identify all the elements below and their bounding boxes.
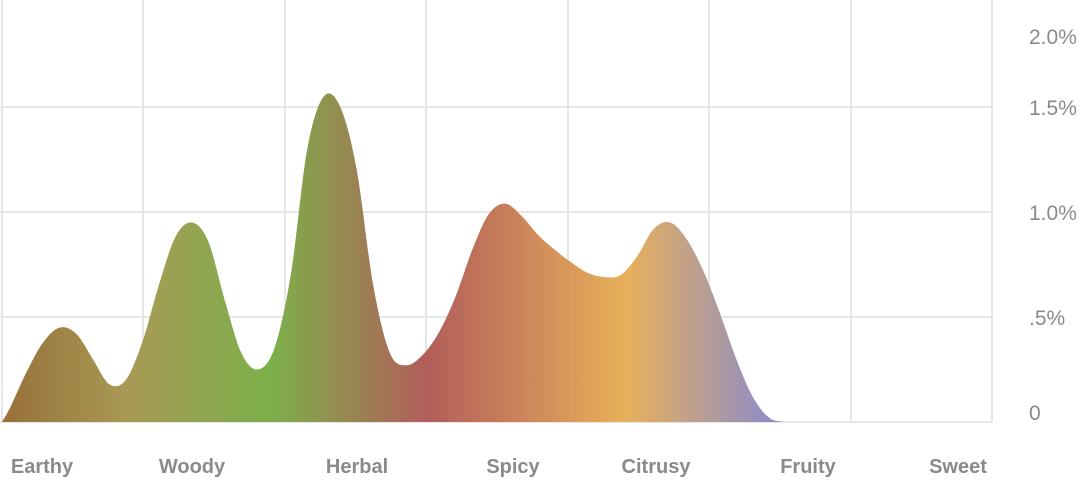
x-tick-label: Sweet [929, 456, 987, 478]
area-layer [2, 93, 992, 423]
y-axis: 0 .5% 1.0% 1.5% 2.0% [1029, 26, 1077, 425]
x-tick-label: Herbal [326, 456, 388, 478]
x-axis: Earthy Woody Herbal Spicy Citrusy Fruity Sweet [11, 456, 987, 478]
y-tick-label: 0 [1029, 402, 1041, 425]
x-tick-label: Earthy [11, 456, 74, 478]
y-tick-label: 1.5% [1029, 97, 1077, 120]
x-tick-label: Woody [159, 456, 226, 478]
y-tick-label: 2.0% [1029, 26, 1077, 49]
y-tick-label: 1.0% [1029, 202, 1077, 225]
x-tick-label: Citrusy [622, 456, 692, 478]
x-tick-label: Spicy [486, 456, 540, 478]
y-tick-label: .5% [1029, 307, 1065, 330]
x-tick-label: Fruity [780, 456, 836, 478]
flavor-area-series [2, 93, 992, 423]
